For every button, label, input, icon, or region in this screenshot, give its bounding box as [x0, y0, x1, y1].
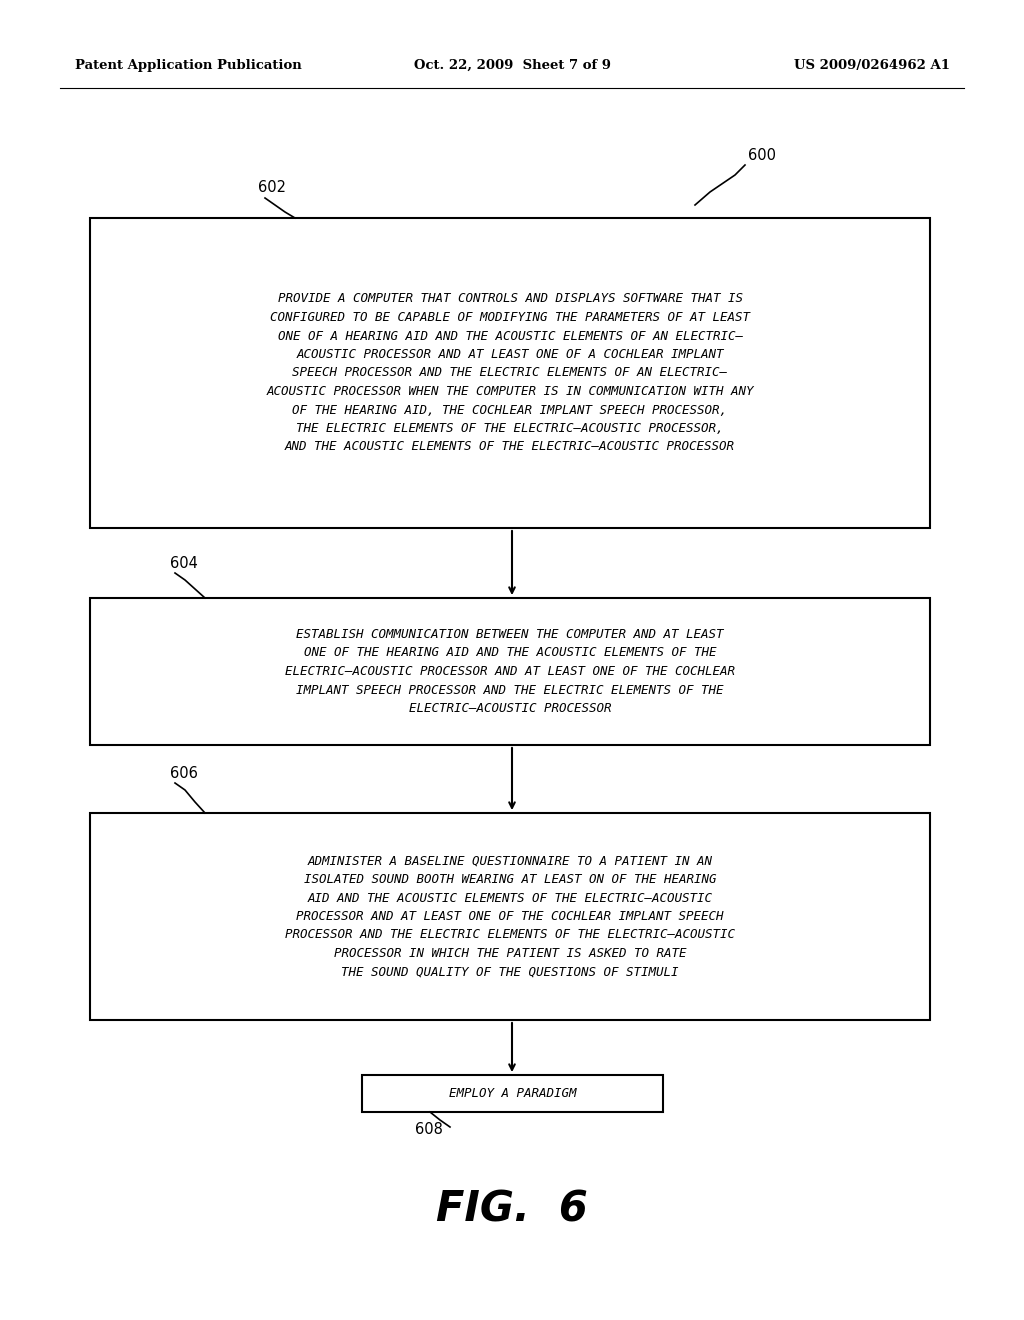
- Bar: [362, 1074, 663, 1111]
- Text: 604: 604: [170, 556, 198, 570]
- Text: Oct. 22, 2009  Sheet 7 of 9: Oct. 22, 2009 Sheet 7 of 9: [414, 59, 610, 73]
- Text: 606: 606: [170, 766, 198, 780]
- Bar: [90, 598, 930, 744]
- Bar: [90, 813, 930, 1020]
- Text: ADMINISTER A BASELINE QUESTIONNAIRE TO A PATIENT IN AN
ISOLATED SOUND BOOTH WEAR: ADMINISTER A BASELINE QUESTIONNAIRE TO A…: [285, 854, 735, 978]
- Text: 608: 608: [415, 1122, 442, 1138]
- Text: FIG.  6: FIG. 6: [436, 1189, 588, 1232]
- Text: US 2009/0264962 A1: US 2009/0264962 A1: [794, 59, 950, 73]
- Bar: [90, 218, 930, 528]
- Text: Patent Application Publication: Patent Application Publication: [75, 59, 302, 73]
- Text: PROVIDE A COMPUTER THAT CONTROLS AND DISPLAYS SOFTWARE THAT IS
CONFIGURED TO BE : PROVIDE A COMPUTER THAT CONTROLS AND DIS…: [266, 293, 754, 454]
- Text: ESTABLISH COMMUNICATION BETWEEN THE COMPUTER AND AT LEAST
ONE OF THE HEARING AID: ESTABLISH COMMUNICATION BETWEEN THE COMP…: [285, 628, 735, 715]
- Text: EMPLOY A PARADIGM: EMPLOY A PARADIGM: [449, 1086, 577, 1100]
- Text: 602: 602: [258, 181, 286, 195]
- Text: 600: 600: [748, 148, 776, 162]
